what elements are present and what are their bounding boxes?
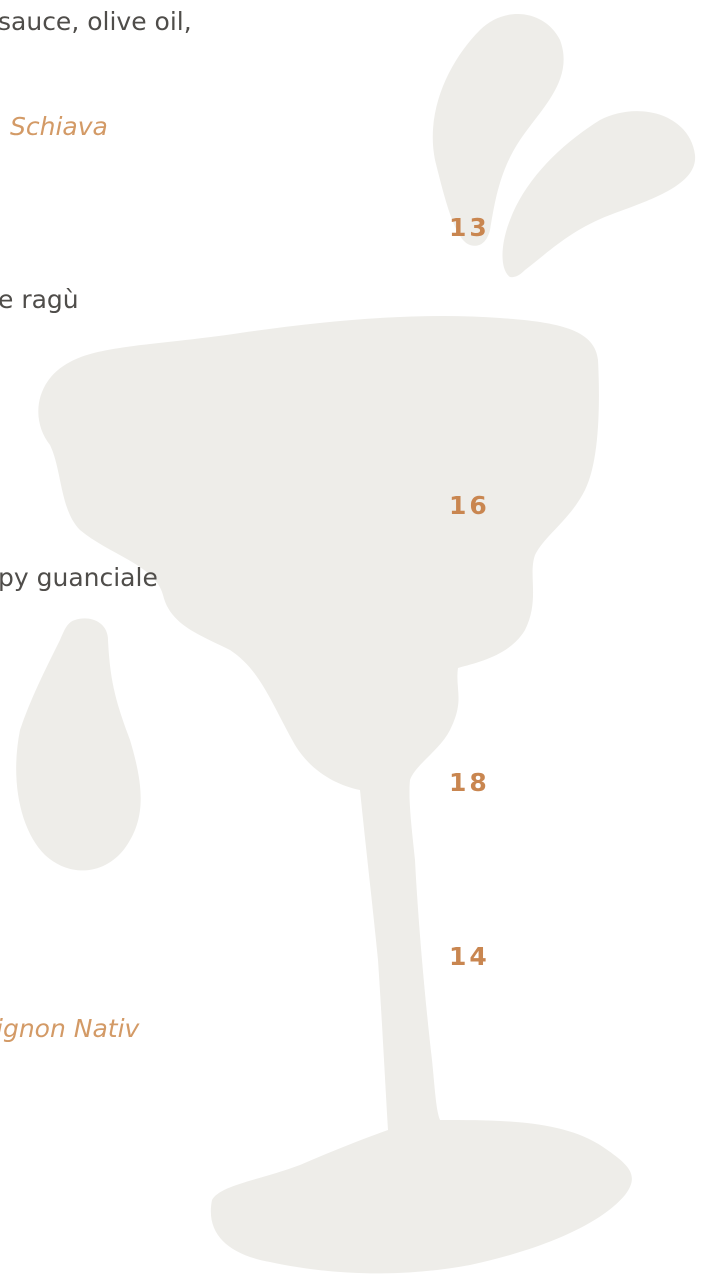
wine-pairing: ignon Nativ bbox=[0, 1016, 139, 1041]
wine-pairing: Schiava bbox=[10, 114, 108, 139]
decor bbox=[0, 0, 711, 1275]
menu-page: sauce, olive oil, Schiava 13 e ragù 16 p… bbox=[0, 0, 711, 1275]
drop-shape bbox=[503, 111, 696, 277]
item-price: 14 bbox=[449, 944, 490, 969]
item-description: sauce, olive oil, bbox=[0, 9, 192, 34]
item-price: 13 bbox=[449, 215, 490, 240]
item-description: e ragù bbox=[0, 287, 79, 312]
item-price: 16 bbox=[449, 493, 490, 518]
item-description: py guanciale bbox=[0, 565, 158, 590]
item-price: 18 bbox=[449, 770, 490, 795]
drop-shape bbox=[16, 618, 141, 870]
